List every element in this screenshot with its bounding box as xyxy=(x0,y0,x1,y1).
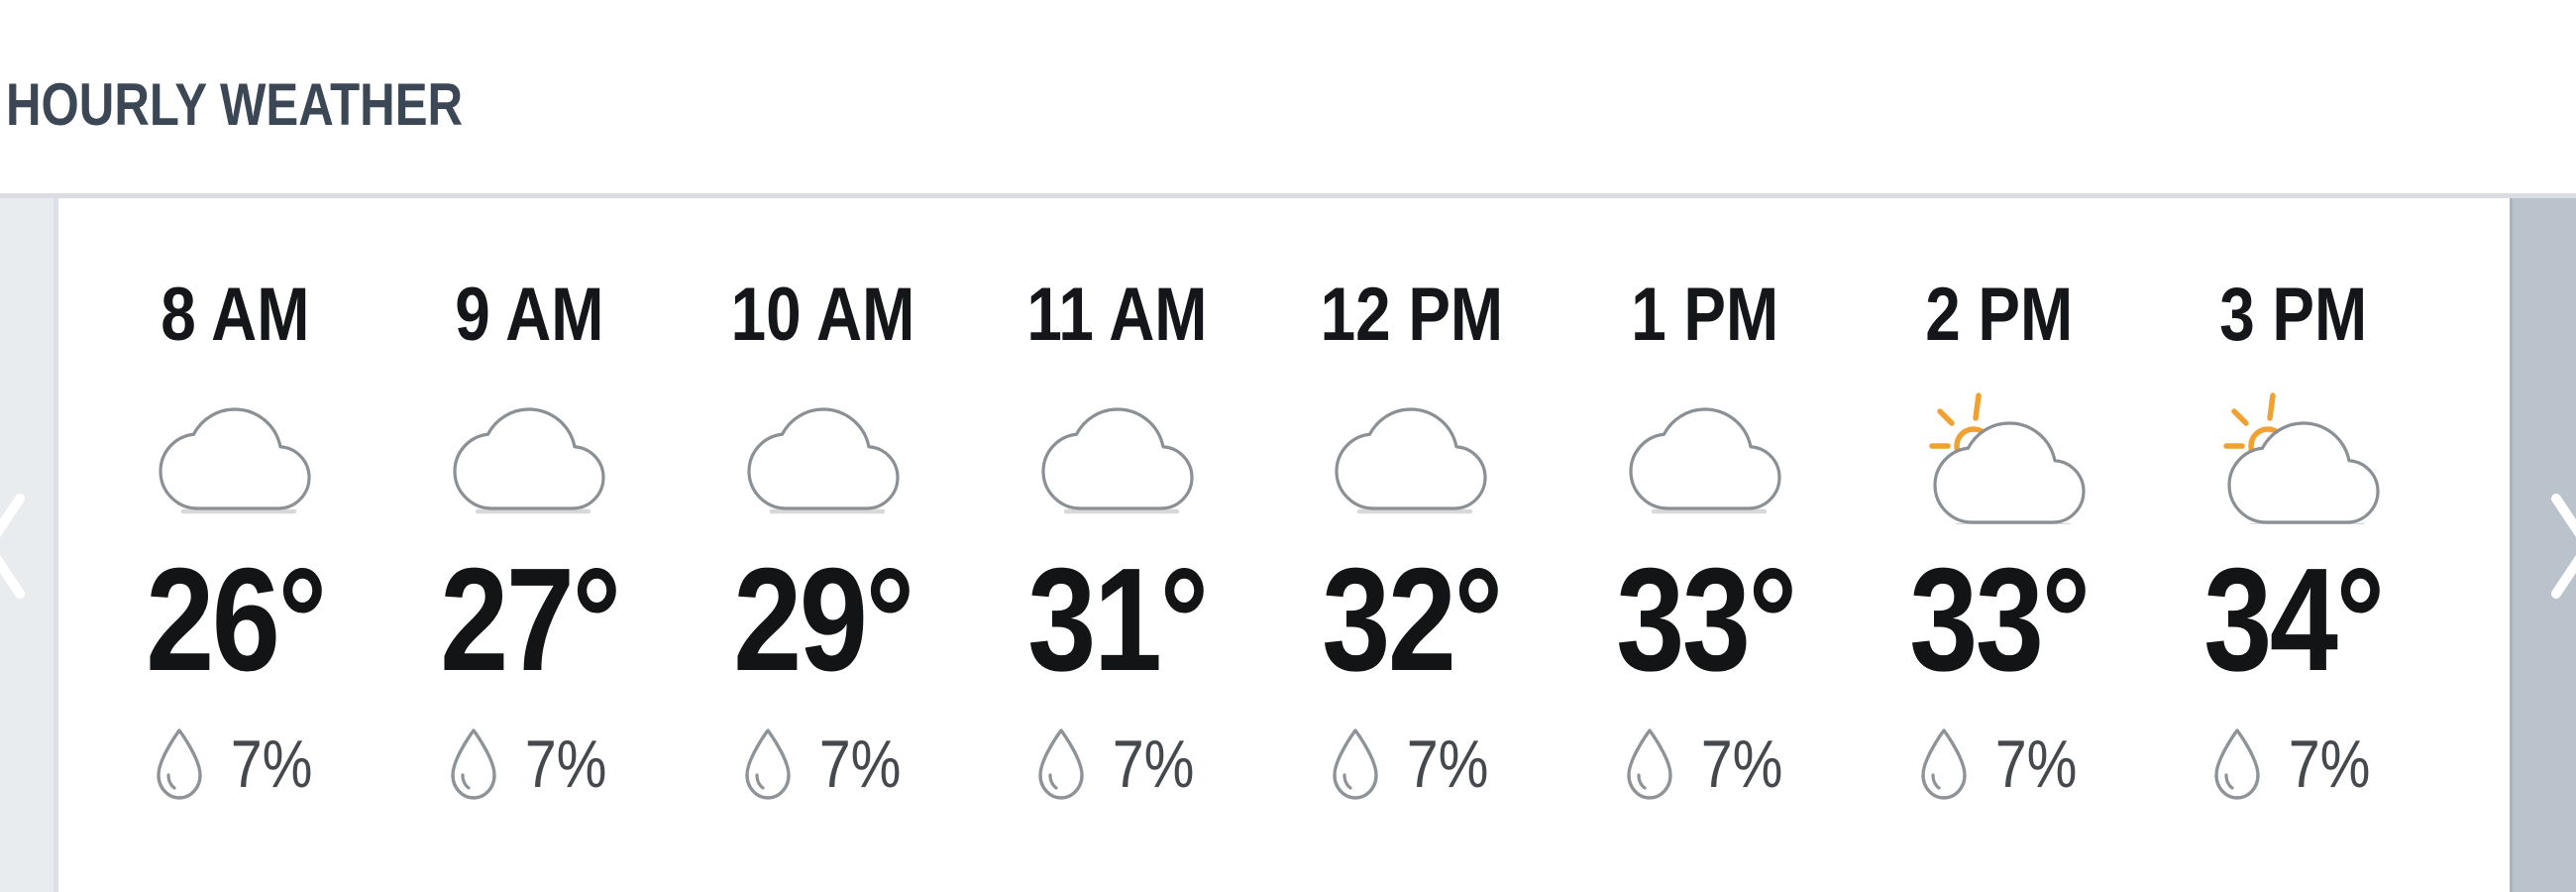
hour-columns: 8 AM 26° 7% xyxy=(88,198,2440,892)
cloud-icon xyxy=(2229,423,2378,524)
hour-time-label: 11 AM xyxy=(1026,273,1208,357)
precip-percent: 7% xyxy=(2289,726,2371,802)
hourly-weather-card: 8 AM 26° 7% xyxy=(58,198,2510,892)
carousel-prev-button[interactable] xyxy=(0,198,58,892)
chevron-left-icon xyxy=(0,494,25,599)
cloud-icon xyxy=(1618,386,1792,524)
cloud-icon xyxy=(1043,409,1192,511)
condition-icon-wrap xyxy=(1324,386,1498,524)
cloud-icon xyxy=(148,386,322,524)
temperature: 31° xyxy=(1027,538,1209,702)
hour-time-label: 2 PM xyxy=(1925,273,2074,357)
condition-icon-wrap xyxy=(736,386,911,524)
hour-column[interactable]: 2 PM 33° 7% xyxy=(1853,198,2147,892)
section-title: HOURLY WEATHER xyxy=(6,71,464,138)
temperature: 27° xyxy=(439,538,621,702)
sun-behind-cloud-icon xyxy=(2206,392,2381,524)
cloud-icon xyxy=(1030,386,1205,524)
temperature: 29° xyxy=(733,538,915,702)
condition-icon-wrap xyxy=(1030,386,1205,524)
precip-percent: 7% xyxy=(1994,726,2078,802)
droplet-icon xyxy=(745,728,791,800)
cloud-icon xyxy=(161,409,309,511)
hour-time-label: 10 AM xyxy=(731,273,915,357)
cloud-icon xyxy=(1935,423,2084,524)
cloud-icon xyxy=(1631,409,1779,511)
condition-icon-wrap xyxy=(1912,386,2087,524)
droplet-icon xyxy=(451,728,496,800)
precip-percent: 7% xyxy=(1700,726,1783,802)
precip-row: 7% xyxy=(1031,725,1202,803)
hour-column[interactable]: 12 PM 32° 7% xyxy=(1264,198,1558,892)
precip-percent: 7% xyxy=(818,726,902,802)
precip-percent: 7% xyxy=(524,726,607,802)
droplet-icon xyxy=(2214,728,2261,800)
hour-time-label: 1 PM xyxy=(1631,273,1779,357)
droplet-icon xyxy=(1333,728,1378,800)
chevron-right-icon xyxy=(2551,494,2576,599)
hourly-weather-carousel: 8 AM 26° 7% xyxy=(0,193,2576,892)
cloud-icon xyxy=(749,409,898,511)
hour-column[interactable]: 11 AM 31° 7% xyxy=(970,198,1264,892)
cloud-icon xyxy=(455,409,603,511)
droplet-icon xyxy=(1921,728,1967,800)
hour-time-label: 3 PM xyxy=(2219,273,2368,357)
hour-column[interactable]: 9 AM 27° 7% xyxy=(382,198,677,892)
carousel-next-button[interactable] xyxy=(2510,198,2576,892)
precip-row: 7% xyxy=(2207,725,2378,803)
temperature: 34° xyxy=(2203,538,2385,702)
hour-time-label: 9 AM xyxy=(455,273,604,357)
precip-row: 7% xyxy=(1620,725,1790,803)
condition-icon-wrap xyxy=(1618,386,1792,524)
cloud-icon xyxy=(736,386,911,524)
hour-column[interactable]: 10 AM 29° 7% xyxy=(677,198,971,892)
precip-percent: 7% xyxy=(1113,726,1195,802)
temperature: 33° xyxy=(1615,538,1797,702)
precip-row: 7% xyxy=(1326,725,1496,803)
condition-icon-wrap xyxy=(2206,386,2381,524)
condition-icon-wrap xyxy=(442,386,616,524)
cloud-icon xyxy=(1337,409,1485,511)
cloud-icon xyxy=(442,386,616,524)
sun-behind-cloud-icon xyxy=(1912,392,2087,524)
condition-icon-wrap xyxy=(148,386,322,524)
precip-row: 7% xyxy=(738,725,909,803)
hour-column[interactable]: 8 AM 26° 7% xyxy=(88,198,382,892)
temperature: 33° xyxy=(1909,538,2092,702)
droplet-icon xyxy=(157,728,202,800)
droplet-icon xyxy=(1627,728,1672,800)
precip-percent: 7% xyxy=(1407,726,1489,802)
hour-time-label: 12 PM xyxy=(1320,273,1503,357)
precip-row: 7% xyxy=(444,725,614,803)
droplet-icon xyxy=(1038,728,1085,800)
temperature: 26° xyxy=(146,538,327,702)
hour-column[interactable]: 3 PM 34° 7% xyxy=(2146,198,2440,892)
precip-row: 7% xyxy=(1914,725,2085,803)
precip-percent: 7% xyxy=(231,726,313,802)
precip-row: 7% xyxy=(150,725,320,803)
temperature: 32° xyxy=(1322,538,1503,702)
hour-column[interactable]: 1 PM 33° 7% xyxy=(1558,198,1853,892)
hour-time-label: 8 AM xyxy=(161,273,310,357)
cloud-icon xyxy=(1324,386,1498,524)
